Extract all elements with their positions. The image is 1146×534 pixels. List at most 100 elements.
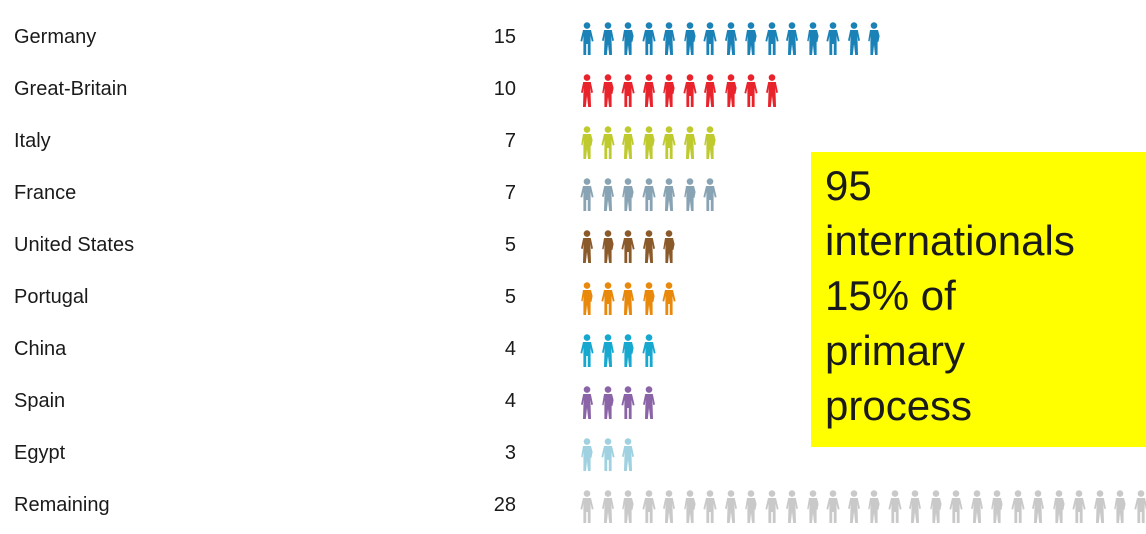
person-icon xyxy=(663,74,675,107)
value-label: 4 xyxy=(504,338,516,360)
person-icon xyxy=(622,334,634,367)
person-icon xyxy=(704,126,716,159)
person-icon xyxy=(621,74,635,107)
pictogram-bar xyxy=(580,274,1146,326)
person-icon xyxy=(602,22,614,55)
person-icon xyxy=(909,490,921,523)
callout-label-3: process xyxy=(825,382,973,429)
person-icon xyxy=(766,74,778,107)
person-icon xyxy=(745,490,757,523)
person-icon xyxy=(868,490,880,523)
person-icon xyxy=(642,334,656,367)
person-icon xyxy=(949,490,963,523)
person-icon xyxy=(786,22,798,55)
value-label: 5 xyxy=(504,234,516,256)
person-icon xyxy=(1134,490,1146,523)
chart-row: Great-Britain 10 xyxy=(0,66,1146,118)
person-icon xyxy=(1094,490,1106,523)
person-icon xyxy=(826,490,840,523)
person-icon xyxy=(622,438,634,471)
category-label: Italy xyxy=(14,130,51,152)
person-icon xyxy=(581,126,593,159)
person-icon xyxy=(601,126,615,159)
person-icon xyxy=(663,230,675,263)
chart-row: France 7 xyxy=(0,170,1146,222)
person-icon xyxy=(1072,490,1086,523)
person-icon xyxy=(602,334,614,367)
person-icon xyxy=(703,178,717,211)
person-icon xyxy=(662,282,676,315)
person-icon xyxy=(601,438,615,471)
pictogram-bar xyxy=(580,222,1146,274)
pictogram-bar xyxy=(580,118,1146,170)
person-icon xyxy=(848,490,860,523)
person-icon xyxy=(683,74,697,107)
person-icon xyxy=(868,22,880,55)
chart-row: United States 5 xyxy=(0,222,1146,274)
chart-row: Italy 7 xyxy=(0,118,1146,170)
person-icon xyxy=(642,490,656,523)
person-icon xyxy=(744,74,758,107)
pictogram-bar xyxy=(580,378,1146,430)
category-label: United States xyxy=(14,234,135,256)
person-icon xyxy=(703,22,717,55)
person-icon xyxy=(765,22,779,55)
callout-label: internationals xyxy=(825,217,1075,264)
pictogram-bar xyxy=(580,430,1146,482)
person-icon xyxy=(602,386,614,419)
value-label: 7 xyxy=(504,130,516,152)
person-icon xyxy=(745,22,757,55)
pictogram-bar xyxy=(580,326,1146,378)
person-icon xyxy=(807,490,819,523)
person-icon xyxy=(622,22,634,55)
pictogram-bar xyxy=(580,170,1146,222)
person-icon xyxy=(581,438,593,471)
pictogram-chart: Germany 15 Great-Britain 10 Italy 7 France 7 Uni… xyxy=(0,14,1146,523)
category-label: China xyxy=(14,338,67,360)
callout-total: 95 xyxy=(825,162,872,209)
chart-row: Portugal 5 xyxy=(0,274,1146,326)
person-icon xyxy=(581,282,593,315)
callout-percent: 15% of xyxy=(825,272,956,319)
person-icon xyxy=(807,22,819,55)
person-icon xyxy=(643,386,655,419)
person-icon xyxy=(642,22,656,55)
person-icon xyxy=(622,178,634,211)
person-icon xyxy=(601,282,615,315)
value-label: 7 xyxy=(504,182,516,204)
person-icon xyxy=(1114,490,1126,523)
person-icon xyxy=(848,22,860,55)
person-icon xyxy=(1053,490,1065,523)
person-icon xyxy=(642,178,656,211)
person-icon xyxy=(888,490,902,523)
summary-callout: 95 internationals 15% of primary process xyxy=(811,152,1146,447)
person-icon xyxy=(621,386,635,419)
chart-row: China 4 xyxy=(0,326,1146,378)
category-label: Egypt xyxy=(14,442,66,464)
person-icon xyxy=(602,490,614,523)
category-label: Spain xyxy=(14,390,66,412)
value-label: 5 xyxy=(504,286,516,308)
person-icon xyxy=(703,490,717,523)
person-icon xyxy=(580,178,594,211)
person-icon xyxy=(663,22,675,55)
chart-row: Germany 15 xyxy=(0,14,1146,66)
value-label: 10 xyxy=(493,78,516,100)
person-icon xyxy=(786,490,798,523)
category-label: Remaining xyxy=(14,494,110,516)
person-icon xyxy=(826,22,840,55)
person-icon xyxy=(663,490,675,523)
person-icon xyxy=(643,282,655,315)
person-icon xyxy=(580,490,594,523)
value-label: 3 xyxy=(504,442,516,464)
person-icon xyxy=(643,74,655,107)
person-icon xyxy=(621,230,635,263)
callout-label-2: primary xyxy=(825,327,966,374)
person-icon xyxy=(581,386,593,419)
category-label: Germany xyxy=(14,26,97,48)
person-icon xyxy=(580,22,594,55)
person-icon xyxy=(1032,490,1044,523)
pictogram-bar xyxy=(580,482,1146,534)
person-icon xyxy=(725,74,737,107)
category-label: Great-Britain xyxy=(14,78,128,100)
